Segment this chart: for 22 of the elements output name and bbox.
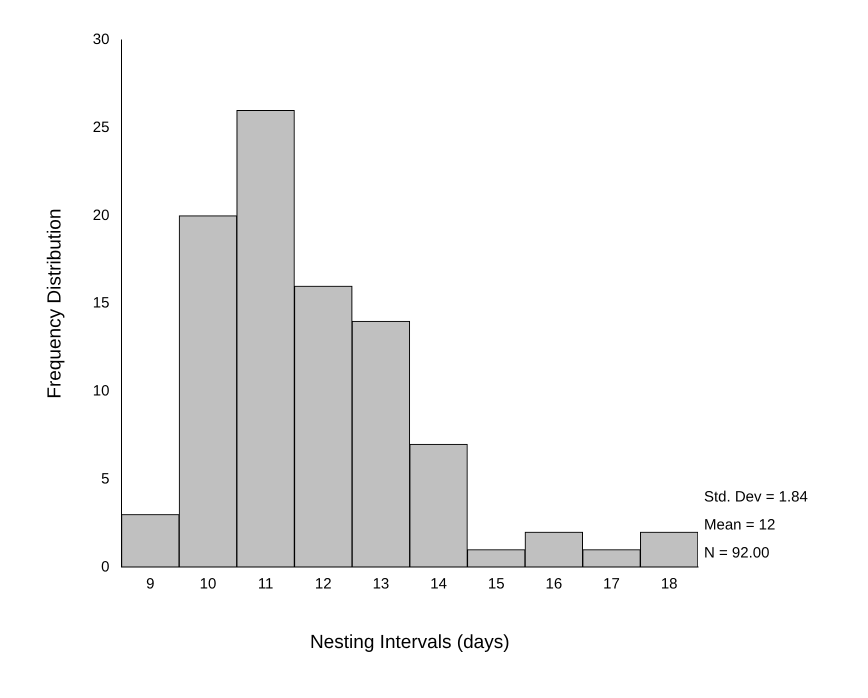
y-axis-title: Frequency Distribution xyxy=(44,208,66,399)
text: Mean = 12 xyxy=(704,516,776,534)
x-tick-label: 10 xyxy=(200,575,216,592)
x-tick-label: 17 xyxy=(603,575,620,592)
y-tick-label: 15 xyxy=(92,294,110,312)
y-tick-label: 5 xyxy=(101,470,110,488)
x-tick-label: 13 xyxy=(372,575,390,592)
y-tick-label: 0 xyxy=(101,558,110,576)
y-tick-label: 30 xyxy=(92,31,110,48)
y-tick-label: 10 xyxy=(92,382,110,400)
y-tick-label: 25 xyxy=(92,119,110,136)
text: Std. Dev = 1.84 xyxy=(704,488,808,506)
text: N = 92.00 xyxy=(704,544,770,562)
x-tick-label: 14 xyxy=(430,575,447,592)
x-tick-label: 18 xyxy=(660,575,678,592)
x-tick-label: 11 xyxy=(258,575,274,592)
x-tick-label: 16 xyxy=(546,575,562,592)
x-axis-title: Nesting Intervals (days) xyxy=(310,632,510,653)
x-tick-label: 15 xyxy=(488,575,505,592)
y-tick-label: 20 xyxy=(92,206,110,224)
x-tick-label: 12 xyxy=(314,575,332,592)
x-tick-label: 9 xyxy=(146,575,154,592)
